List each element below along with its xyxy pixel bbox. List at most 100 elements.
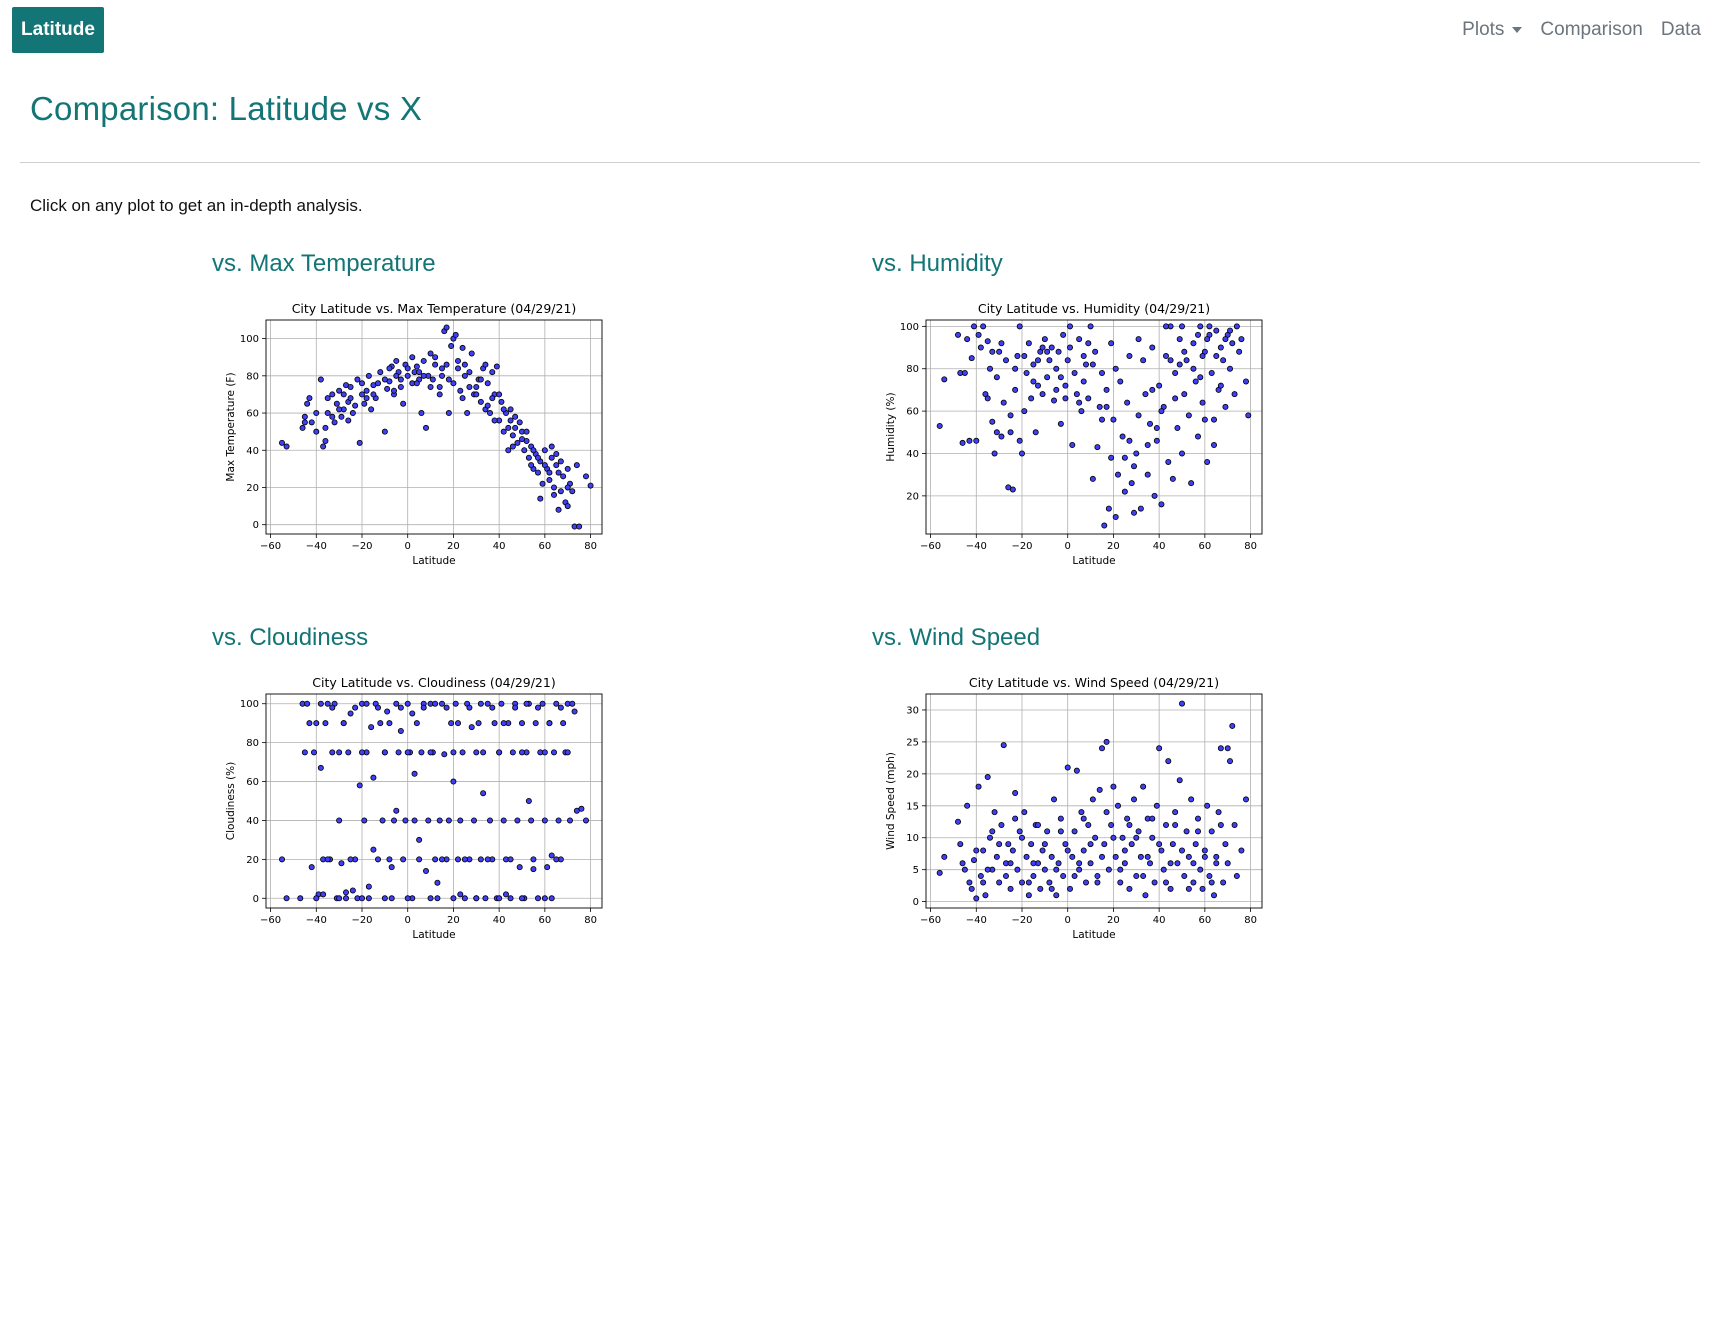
data-point xyxy=(573,462,580,469)
data-point xyxy=(1121,454,1128,461)
data-point xyxy=(381,428,388,435)
x-tick-label: −60 xyxy=(260,915,281,926)
plot-cloudiness[interactable]: City Latitude vs. Cloudiness (04/29/21) −… xyxy=(215,670,615,942)
data-point xyxy=(340,720,347,727)
data-point xyxy=(973,847,980,854)
y-tick-label: 100 xyxy=(240,699,259,710)
plot-max-temperature[interactable]: City Latitude vs. Max Temperature (04/29… xyxy=(215,296,615,568)
data-point xyxy=(279,439,286,446)
data-point xyxy=(1165,758,1172,765)
data-point xyxy=(306,395,313,402)
x-tick-label: 20 xyxy=(447,541,460,552)
data-point xyxy=(454,720,461,727)
data-point xyxy=(336,387,343,394)
data-point xyxy=(1103,386,1110,393)
data-point xyxy=(477,398,484,405)
y-tick-label: 40 xyxy=(906,449,919,460)
data-point xyxy=(1048,344,1055,351)
data-point xyxy=(1126,885,1133,892)
data-point xyxy=(482,895,489,902)
y-axis-label: Humidity (%) xyxy=(885,392,897,461)
data-point xyxy=(279,856,286,863)
heading-cloudiness[interactable]: vs. Cloudiness xyxy=(212,624,369,651)
data-point xyxy=(516,864,523,871)
chart-title: City Latitude vs. Wind Speed (04/29/21) xyxy=(969,675,1219,690)
data-point xyxy=(313,428,320,435)
data-point xyxy=(409,710,416,717)
data-point xyxy=(404,895,411,902)
data-point xyxy=(1176,361,1183,368)
data-point xyxy=(338,860,345,867)
heading-humidity[interactable]: vs. Humidity xyxy=(872,250,1003,277)
data-point xyxy=(352,704,359,711)
data-point xyxy=(980,879,987,886)
data-point xyxy=(1080,815,1087,822)
data-point xyxy=(450,380,457,387)
data-point xyxy=(1183,357,1190,364)
plot-humidity[interactable]: City Latitude vs. Humidity (04/29/21) −60… xyxy=(875,296,1275,568)
plot-wind-speed[interactable]: City Latitude vs. Wind Speed (04/29/21) −… xyxy=(875,670,1275,942)
data-point xyxy=(432,354,439,361)
data-point xyxy=(1050,796,1057,803)
data-point xyxy=(1012,815,1019,822)
x-tick-label: 60 xyxy=(1198,541,1211,552)
data-point xyxy=(498,700,505,707)
data-point xyxy=(528,462,535,469)
data-point xyxy=(409,354,416,361)
data-point xyxy=(1012,790,1019,797)
data-point xyxy=(1128,480,1135,487)
intro-text: Click on any plot to get an in-depth ana… xyxy=(30,196,363,215)
data-point xyxy=(1085,821,1092,828)
data-point xyxy=(370,846,377,853)
data-point xyxy=(1224,860,1231,867)
data-point xyxy=(496,749,503,756)
data-point xyxy=(466,369,473,376)
axes-frame xyxy=(265,693,603,909)
data-point xyxy=(1066,344,1073,351)
data-point xyxy=(347,395,354,402)
data-point xyxy=(1229,722,1236,729)
nav-data-link[interactable]: Data xyxy=(1660,19,1701,40)
data-point xyxy=(1213,853,1220,860)
brand-logo-button[interactable]: Latitude xyxy=(12,7,104,53)
data-point xyxy=(1222,336,1229,343)
data-point xyxy=(576,523,583,530)
data-point xyxy=(1080,847,1087,854)
data-point xyxy=(989,348,996,355)
data-point xyxy=(374,704,381,711)
data-point xyxy=(1044,348,1051,355)
data-point xyxy=(973,895,980,902)
data-point xyxy=(377,720,384,727)
data-point xyxy=(1220,357,1227,364)
data-point xyxy=(1156,745,1163,752)
data-point xyxy=(1213,327,1220,334)
data-point xyxy=(1092,348,1099,355)
data-point xyxy=(516,419,523,426)
y-tick-label: 100 xyxy=(240,334,259,345)
data-point xyxy=(432,361,439,368)
data-point xyxy=(1012,386,1019,393)
data-point xyxy=(448,720,455,727)
data-point xyxy=(534,704,541,711)
data-point xyxy=(1108,454,1115,461)
data-point xyxy=(393,357,400,364)
data-point xyxy=(1149,386,1156,393)
data-point xyxy=(984,774,991,781)
data-point xyxy=(468,350,475,357)
data-point xyxy=(1025,892,1032,899)
data-point xyxy=(1057,374,1064,381)
data-point xyxy=(1226,758,1233,765)
data-point xyxy=(518,720,525,727)
data-point xyxy=(507,406,514,413)
nav-plots-dropdown[interactable]: Plots xyxy=(1453,19,1531,41)
nav-comparison-link[interactable]: Comparison xyxy=(1540,19,1643,40)
x-tick-label: 80 xyxy=(1244,915,1257,926)
data-point xyxy=(505,424,512,431)
data-point xyxy=(1030,860,1037,867)
data-point xyxy=(1069,442,1076,449)
data-point xyxy=(993,374,1000,381)
heading-wind-speed[interactable]: vs. Wind Speed xyxy=(872,624,1041,651)
data-point xyxy=(1167,860,1174,867)
heading-max-temperature[interactable]: vs. Max Temperature xyxy=(212,250,436,277)
data-point xyxy=(1185,885,1192,892)
